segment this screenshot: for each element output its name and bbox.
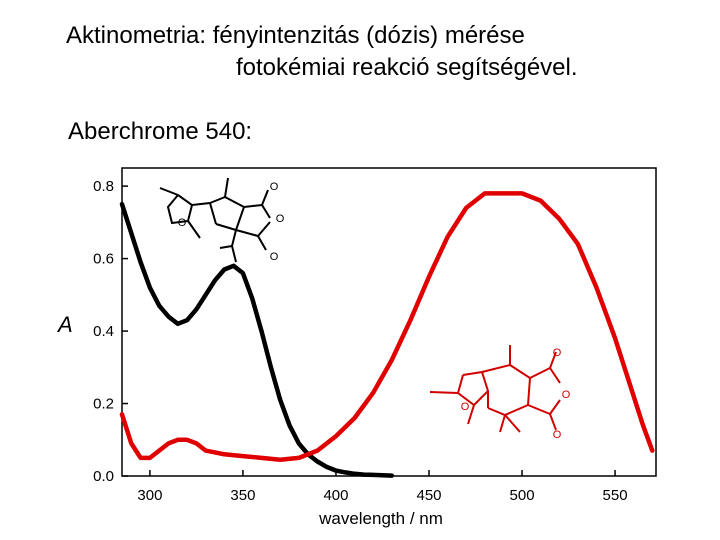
closed-form-structure [429, 345, 561, 433]
atom-label-o: O [276, 213, 285, 225]
atom-label-o: O [270, 251, 279, 263]
y-tick-label: 0.6 [93, 251, 114, 268]
y-axis-label: A [56, 312, 73, 337]
y-tick-label: 0.4 [93, 323, 114, 340]
atom-label-o: O [461, 401, 470, 413]
axis-ticks: 300 350 400 450 500 550 0.0 0.2 0.4 0.6 0.8 wavelen… [56, 178, 628, 528]
x-tick-label: 350 [230, 487, 255, 504]
slide-subtitle: Aberchrome 540: [68, 118, 253, 145]
atom-label-o: O [178, 217, 187, 229]
atom-label-o: O [270, 181, 279, 193]
open-form-structure [159, 177, 271, 263]
atom-label-o: O [553, 347, 562, 359]
x-tick-label: 500 [510, 487, 535, 504]
y-tick-label: 0.0 [93, 468, 114, 485]
x-tick-label: 550 [603, 487, 628, 504]
slide-title: Aktinometria: fényintenzitás (dózis) mér… [66, 20, 578, 84]
series-line-2 [119, 191, 655, 462]
open-form-atom-labels: O O O O [178, 181, 285, 263]
x-tick-label: 450 [416, 487, 441, 504]
series-line-1 [119, 201, 395, 478]
x-axis-label: wavelength / nm [318, 509, 443, 528]
plot-frame [121, 167, 657, 477]
atom-label-o: O [562, 389, 571, 401]
y-tick-label: 0.2 [93, 396, 114, 413]
closed-form-atom-labels: O O O O [461, 347, 571, 441]
x-tick-label: 300 [137, 487, 162, 504]
y-tick-label: 0.8 [93, 178, 114, 195]
title-line-1: Aktinometria: fényintenzitás (dózis) mér… [66, 22, 525, 49]
plot-border [121, 167, 657, 477]
x-tick-label: 400 [323, 487, 348, 504]
atom-label-o: O [553, 429, 562, 441]
title-line-2: fotokémiai reakció segítségével. [236, 54, 578, 81]
series-layer [119, 191, 655, 478]
